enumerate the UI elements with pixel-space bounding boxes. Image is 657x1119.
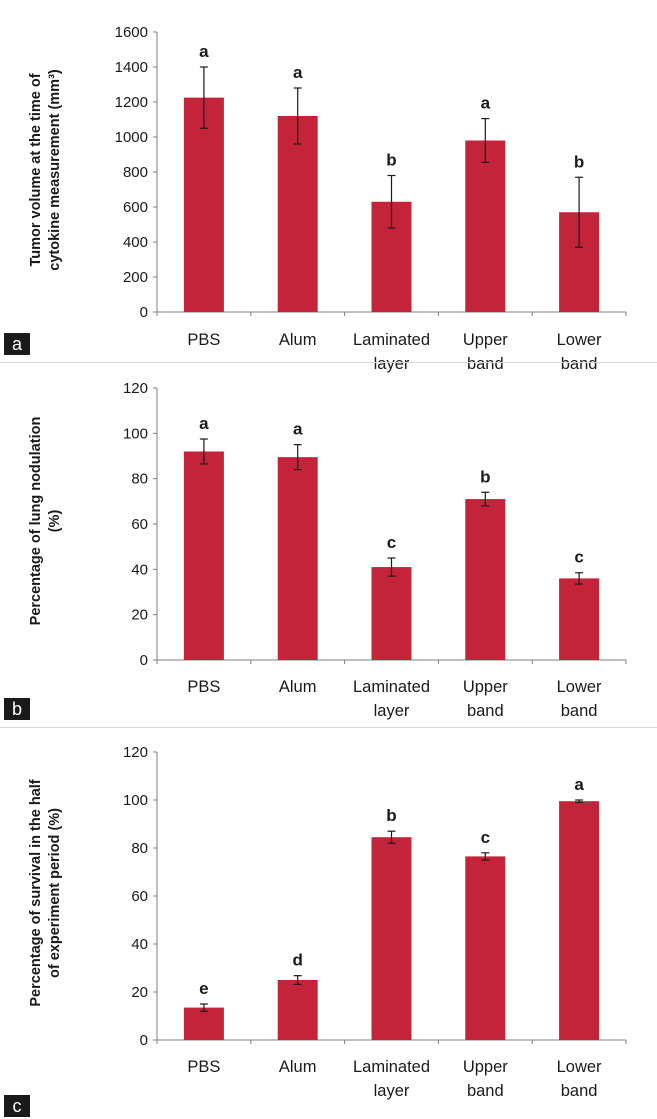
bar	[183, 451, 224, 660]
y-tick-label: 120	[123, 744, 148, 761]
significance-letter: d	[293, 951, 303, 970]
x-tick-label: band	[467, 702, 504, 720]
bar	[183, 97, 224, 312]
y-tick-label: 0	[140, 304, 148, 321]
y-tick-label: 1200	[115, 94, 148, 111]
x-tick-label: band	[561, 1082, 598, 1100]
y-tick-label: 800	[123, 164, 148, 181]
significance-letter: c	[574, 548, 583, 567]
y-axis-title: Tumor volume at the time of	[28, 73, 44, 266]
x-tick-label: Lower	[557, 678, 602, 696]
x-tick-label: Laminated	[353, 331, 430, 349]
x-tick-label: Upper	[463, 1058, 508, 1076]
x-tick-label: PBS	[187, 1058, 220, 1076]
x-tick-label: Alum	[279, 678, 317, 696]
significance-letter: b	[386, 806, 396, 825]
significance-letter: b	[386, 151, 396, 170]
x-tick-label: band	[467, 355, 504, 373]
x-tick-label: Laminated	[353, 1058, 430, 1076]
y-tick-label: 100	[123, 792, 148, 809]
y-axis-title: cytokine measurement (mm³)	[47, 69, 63, 271]
y-tick-label: 20	[131, 984, 148, 1001]
x-tick-label: layer	[374, 355, 410, 373]
bar	[277, 116, 318, 312]
y-tick-label: 1000	[115, 129, 148, 146]
significance-letter: a	[199, 42, 209, 61]
significance-letter: a	[481, 94, 491, 113]
significance-letter: a	[293, 420, 303, 439]
y-tick-label: 0	[140, 652, 148, 669]
bar	[277, 980, 318, 1040]
panel-label-b: b	[4, 698, 30, 720]
significance-letter: a	[199, 414, 209, 433]
y-axis-title: Percentage of survival in the half	[28, 779, 44, 1006]
x-tick-label: band	[561, 355, 598, 373]
bar	[465, 856, 506, 1040]
bar	[371, 567, 412, 660]
x-tick-label: band	[561, 702, 598, 720]
y-tick-label: 80	[131, 840, 148, 857]
x-tick-label: Alum	[279, 1058, 317, 1076]
y-tick-label: 600	[123, 199, 148, 216]
y-axis-title: of experiment period (%)	[47, 808, 63, 978]
bar	[559, 801, 600, 1040]
panel-label-c: c	[4, 1095, 30, 1117]
y-axis-title: (%)	[47, 510, 63, 533]
y-tick-label: 1400	[115, 59, 148, 76]
significance-letter: b	[480, 467, 490, 486]
bar	[559, 578, 600, 660]
x-tick-label: layer	[374, 702, 410, 720]
y-tick-label: 60	[131, 516, 148, 533]
significance-letter: c	[387, 533, 396, 552]
significance-letter: c	[481, 828, 490, 847]
bar	[277, 457, 318, 660]
bar	[465, 499, 506, 660]
y-tick-label: 40	[131, 936, 148, 953]
x-tick-label: PBS	[187, 678, 220, 696]
x-tick-label: band	[467, 1082, 504, 1100]
y-tick-label: 400	[123, 234, 148, 251]
x-tick-label: Upper	[463, 678, 508, 696]
y-tick-label: 1600	[115, 24, 148, 41]
y-tick-label: 100	[123, 425, 148, 442]
x-tick-label: layer	[374, 1082, 410, 1100]
panel-divider	[0, 727, 657, 728]
bar	[371, 837, 412, 1040]
x-tick-label: Upper	[463, 331, 508, 349]
bar	[465, 140, 506, 312]
significance-letter: a	[293, 63, 303, 82]
x-tick-label: Alum	[279, 331, 317, 349]
x-tick-label: Laminated	[353, 678, 430, 696]
x-tick-label: Lower	[557, 1058, 602, 1076]
y-tick-label: 60	[131, 888, 148, 905]
significance-letter: e	[199, 979, 208, 998]
y-tick-label: 40	[131, 561, 148, 578]
y-tick-label: 80	[131, 471, 148, 488]
significance-letter: b	[574, 152, 584, 171]
y-tick-label: 120	[123, 380, 148, 397]
y-axis-title: Percentage of lung nodulation	[28, 417, 44, 626]
x-tick-label: PBS	[187, 331, 220, 349]
y-tick-label: 20	[131, 607, 148, 624]
panel-label-a: a	[4, 333, 30, 355]
y-tick-label: 0	[140, 1032, 148, 1049]
y-tick-label: 200	[123, 269, 148, 286]
significance-letter: a	[574, 775, 584, 794]
panel-divider	[0, 362, 657, 363]
x-tick-label: Lower	[557, 331, 602, 349]
bar	[183, 1007, 224, 1040]
